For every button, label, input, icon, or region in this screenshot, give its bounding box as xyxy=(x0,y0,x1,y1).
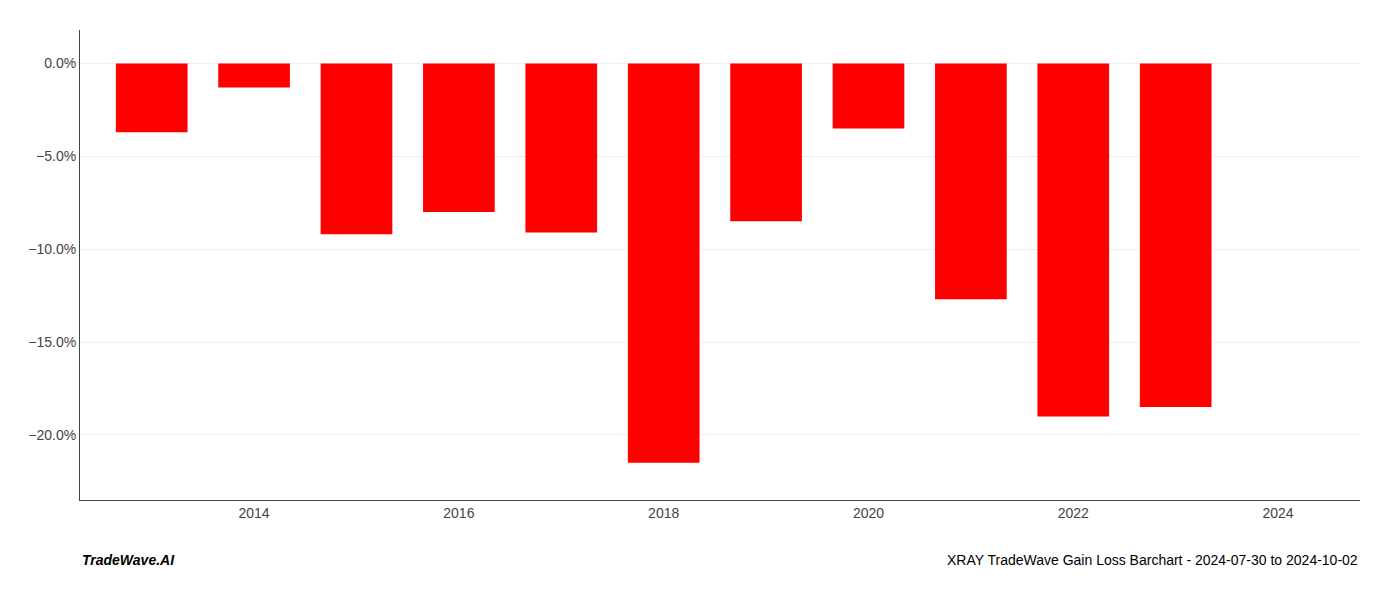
svg-text:2022: 2022 xyxy=(1058,505,1089,521)
svg-text:2024: 2024 xyxy=(1263,505,1294,521)
svg-text:2018: 2018 xyxy=(648,505,679,521)
svg-text:−20.0%: −20.0% xyxy=(28,427,76,443)
svg-text:2014: 2014 xyxy=(239,505,270,521)
svg-text:0.0%: 0.0% xyxy=(44,55,76,71)
svg-text:2020: 2020 xyxy=(853,505,884,521)
svg-text:TradeWave.AI: TradeWave.AI xyxy=(82,552,175,568)
svg-text:2016: 2016 xyxy=(443,505,474,521)
svg-text:−15.0%: −15.0% xyxy=(28,334,76,350)
svg-text:−5.0%: −5.0% xyxy=(36,148,76,164)
svg-text:XRAY TradeWave Gain Loss Barch: XRAY TradeWave Gain Loss Barchart - 2024… xyxy=(947,552,1358,568)
svg-text:−10.0%: −10.0% xyxy=(28,241,76,257)
